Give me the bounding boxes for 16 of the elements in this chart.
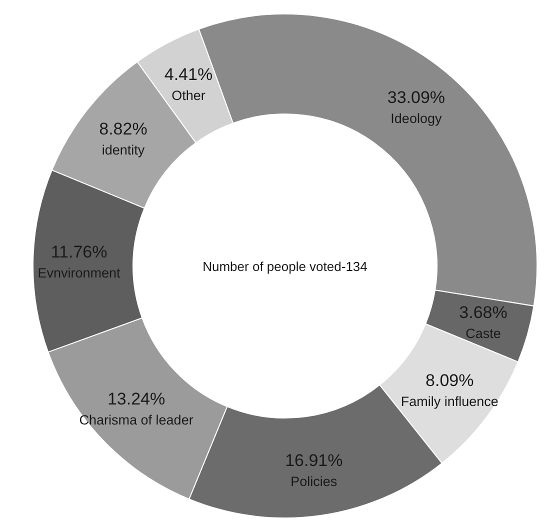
slice-label: Family influence	[400, 394, 498, 409]
data-label: 3.68%	[459, 302, 508, 322]
slice-label: Other	[172, 88, 206, 104]
slice-label: identity	[102, 142, 145, 158]
data-label: 8.09%	[426, 370, 474, 390]
slice-label: Evnvironment	[38, 266, 121, 281]
data-label: 13.24%	[107, 390, 166, 409]
data-label: 4.41%	[164, 65, 213, 84]
data-label: 8.82%	[99, 119, 148, 138]
text: Number of people voted-134	[202, 259, 368, 274]
data-label: 33.09%	[387, 88, 446, 108]
data-label: 11.76%	[50, 242, 108, 262]
data-label: 16.91%	[285, 450, 343, 470]
slice-label: Policies	[290, 474, 338, 489]
slice-label: Ideology	[390, 111, 442, 126]
slice-label: Caste	[466, 326, 501, 341]
